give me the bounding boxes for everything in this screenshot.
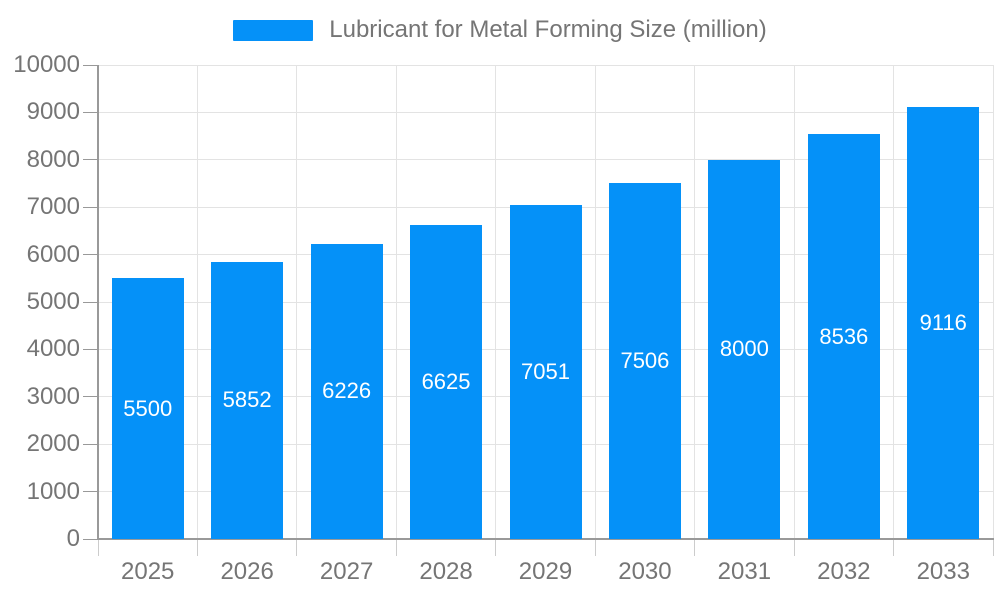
x-axis-tick xyxy=(196,539,198,556)
y-axis-tick xyxy=(83,538,98,540)
x-axis-line xyxy=(97,538,994,540)
bar-value-label: 6226 xyxy=(322,378,372,404)
x-tick-label: 2030 xyxy=(618,558,672,585)
gridline-vertical xyxy=(594,65,596,539)
y-axis-tick xyxy=(83,348,98,350)
y-axis-tick xyxy=(83,254,98,256)
gridline-horizontal xyxy=(98,64,993,66)
y-tick-label: 6000 xyxy=(26,240,80,268)
y-tick-label: 10000 xyxy=(13,51,80,78)
bar[interactable] xyxy=(410,224,483,539)
x-tick-label: 2026 xyxy=(220,558,274,585)
bar[interactable] xyxy=(807,134,880,539)
legend-label: Lubricant for Metal Forming Size (millio… xyxy=(329,16,767,43)
x-axis-tick xyxy=(296,539,298,556)
bar[interactable] xyxy=(211,261,284,539)
x-axis-tick xyxy=(793,539,795,556)
y-tick-label: 5000 xyxy=(26,288,80,315)
gridline-vertical xyxy=(395,65,397,539)
y-tick-label: 4000 xyxy=(26,335,80,363)
bar-value-label: 5852 xyxy=(222,387,272,413)
gridline-vertical xyxy=(196,65,198,539)
bar[interactable] xyxy=(708,159,781,539)
y-axis-tick xyxy=(83,111,98,113)
gridline-vertical xyxy=(992,65,994,539)
x-tick-label: 2028 xyxy=(419,558,473,585)
x-axis-tick xyxy=(97,539,99,556)
x-axis-tick xyxy=(495,539,497,556)
bar-value-label: 7051 xyxy=(521,358,570,384)
x-axis-tick xyxy=(992,539,994,556)
gridline-horizontal xyxy=(98,111,993,113)
x-axis-tick xyxy=(893,539,895,556)
bar-value-label: 6625 xyxy=(421,368,471,394)
x-tick-label: 2027 xyxy=(319,558,374,585)
y-axis-tick xyxy=(83,64,98,66)
bar-value-label: 7506 xyxy=(620,348,670,374)
bar-value-label: 8536 xyxy=(819,323,869,349)
y-axis-tick xyxy=(83,443,98,445)
x-tick-label: 2031 xyxy=(717,558,772,585)
bar[interactable] xyxy=(509,204,582,539)
gridline-vertical xyxy=(495,65,497,539)
y-axis-tick xyxy=(83,206,98,208)
y-tick-label: 3000 xyxy=(26,382,80,410)
y-tick-label: 0 xyxy=(66,525,80,552)
y-axis-tick xyxy=(83,301,98,303)
x-tick-label: 2025 xyxy=(121,558,175,585)
y-axis-tick xyxy=(83,159,98,161)
y-tick-label: 8000 xyxy=(26,145,80,173)
gridline-vertical xyxy=(694,65,696,539)
x-axis-tick xyxy=(395,539,397,556)
legend-swatch xyxy=(233,19,314,41)
gridline-horizontal xyxy=(98,159,993,161)
x-axis-tick xyxy=(594,539,596,556)
x-tick-label: 2032 xyxy=(817,558,871,585)
bar[interactable] xyxy=(111,278,184,539)
bar[interactable] xyxy=(310,243,383,539)
bar-value-label: 5500 xyxy=(123,395,173,421)
gridline-vertical xyxy=(296,65,298,539)
legend[interactable]: Lubricant for Metal Forming Size (millio… xyxy=(0,17,1000,43)
y-tick-label: 2000 xyxy=(26,430,80,458)
gridline-vertical xyxy=(793,65,795,539)
gridline-vertical xyxy=(893,65,895,539)
y-axis-tick xyxy=(83,396,98,398)
bar-value-label: 8000 xyxy=(719,336,769,362)
x-tick-label: 2033 xyxy=(916,558,970,585)
y-axis-tick xyxy=(83,491,98,493)
x-axis-tick xyxy=(694,539,696,556)
y-axis-line xyxy=(97,65,99,539)
y-tick-label: 9000 xyxy=(26,98,80,126)
bar[interactable] xyxy=(907,106,980,539)
bar-value-label: 9116 xyxy=(919,309,967,335)
y-tick-label: 1000 xyxy=(26,477,80,505)
bar[interactable] xyxy=(608,183,681,539)
x-tick-label: 2029 xyxy=(518,558,573,585)
y-tick-label: 7000 xyxy=(26,193,80,221)
